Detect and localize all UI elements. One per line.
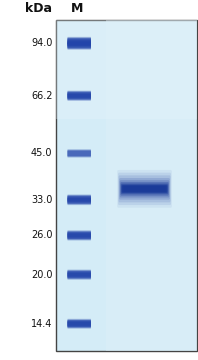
Text: 26.0: 26.0: [31, 230, 52, 240]
FancyBboxPatch shape: [68, 232, 91, 237]
FancyBboxPatch shape: [68, 231, 91, 238]
FancyBboxPatch shape: [68, 320, 91, 326]
Text: M: M: [71, 3, 83, 15]
Text: 33.0: 33.0: [31, 195, 52, 205]
FancyBboxPatch shape: [68, 271, 91, 276]
FancyBboxPatch shape: [68, 91, 91, 99]
FancyBboxPatch shape: [68, 43, 91, 48]
FancyBboxPatch shape: [68, 42, 91, 49]
Text: 66.2: 66.2: [31, 91, 52, 101]
FancyBboxPatch shape: [68, 37, 91, 45]
FancyBboxPatch shape: [68, 198, 91, 204]
Text: kDa: kDa: [26, 3, 52, 15]
FancyBboxPatch shape: [68, 319, 91, 327]
FancyBboxPatch shape: [68, 270, 91, 277]
FancyBboxPatch shape: [68, 92, 91, 101]
FancyBboxPatch shape: [68, 321, 91, 328]
FancyBboxPatch shape: [68, 92, 91, 98]
FancyBboxPatch shape: [68, 230, 91, 239]
FancyBboxPatch shape: [68, 93, 91, 100]
FancyBboxPatch shape: [68, 320, 91, 329]
Text: 14.4: 14.4: [31, 319, 52, 329]
FancyBboxPatch shape: [68, 39, 91, 48]
FancyBboxPatch shape: [68, 151, 91, 156]
FancyBboxPatch shape: [119, 178, 170, 200]
FancyBboxPatch shape: [68, 233, 91, 239]
FancyBboxPatch shape: [120, 182, 169, 196]
FancyBboxPatch shape: [68, 273, 91, 278]
FancyBboxPatch shape: [121, 184, 168, 194]
FancyBboxPatch shape: [122, 185, 167, 193]
FancyBboxPatch shape: [68, 90, 91, 99]
FancyBboxPatch shape: [68, 270, 91, 278]
FancyBboxPatch shape: [68, 321, 91, 328]
FancyBboxPatch shape: [68, 194, 91, 203]
FancyBboxPatch shape: [121, 185, 168, 193]
FancyBboxPatch shape: [119, 175, 170, 202]
FancyBboxPatch shape: [68, 150, 91, 157]
FancyBboxPatch shape: [68, 195, 91, 202]
FancyBboxPatch shape: [68, 91, 91, 98]
FancyBboxPatch shape: [68, 40, 91, 46]
FancyBboxPatch shape: [56, 20, 197, 351]
Bar: [106, 20, 197, 351]
FancyBboxPatch shape: [68, 272, 91, 279]
FancyBboxPatch shape: [68, 40, 91, 47]
FancyBboxPatch shape: [68, 322, 91, 327]
Text: 45.0: 45.0: [31, 148, 52, 158]
FancyBboxPatch shape: [68, 41, 91, 50]
FancyBboxPatch shape: [68, 41, 91, 46]
FancyBboxPatch shape: [68, 272, 91, 279]
FancyBboxPatch shape: [68, 232, 91, 240]
FancyBboxPatch shape: [68, 231, 91, 238]
FancyBboxPatch shape: [68, 149, 91, 158]
FancyBboxPatch shape: [68, 234, 91, 239]
FancyBboxPatch shape: [68, 94, 91, 99]
FancyBboxPatch shape: [68, 320, 91, 326]
FancyBboxPatch shape: [68, 233, 91, 240]
FancyBboxPatch shape: [68, 271, 91, 280]
FancyBboxPatch shape: [68, 42, 91, 49]
FancyBboxPatch shape: [68, 196, 91, 201]
FancyBboxPatch shape: [68, 150, 91, 157]
FancyBboxPatch shape: [68, 197, 91, 204]
FancyBboxPatch shape: [68, 93, 91, 100]
FancyBboxPatch shape: [123, 186, 166, 192]
FancyBboxPatch shape: [120, 180, 169, 198]
Bar: [56, 20, 197, 119]
FancyBboxPatch shape: [68, 269, 91, 278]
FancyBboxPatch shape: [118, 173, 171, 205]
FancyBboxPatch shape: [117, 170, 172, 208]
FancyBboxPatch shape: [68, 198, 91, 203]
Text: 20.0: 20.0: [31, 270, 52, 280]
FancyBboxPatch shape: [68, 38, 91, 44]
Text: 94.0: 94.0: [31, 38, 52, 48]
FancyBboxPatch shape: [68, 39, 91, 44]
FancyBboxPatch shape: [68, 197, 91, 205]
FancyBboxPatch shape: [68, 195, 91, 202]
FancyBboxPatch shape: [68, 37, 91, 45]
FancyBboxPatch shape: [68, 319, 91, 327]
